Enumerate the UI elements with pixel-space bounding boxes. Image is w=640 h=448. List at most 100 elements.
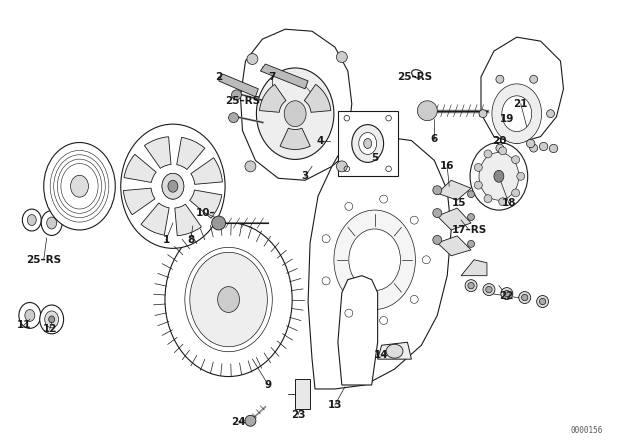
- Text: 20: 20: [492, 136, 506, 146]
- Text: 15: 15: [452, 198, 467, 208]
- Text: 11: 11: [17, 320, 31, 330]
- Text: 24: 24: [231, 417, 246, 427]
- Circle shape: [245, 415, 256, 426]
- Wedge shape: [191, 158, 223, 184]
- Ellipse shape: [49, 316, 54, 323]
- Polygon shape: [338, 111, 397, 177]
- Ellipse shape: [168, 180, 178, 192]
- Wedge shape: [124, 154, 156, 182]
- Ellipse shape: [364, 138, 372, 148]
- Polygon shape: [295, 379, 310, 409]
- Ellipse shape: [22, 209, 41, 231]
- Text: 18: 18: [502, 198, 516, 208]
- Text: 25–RS: 25–RS: [26, 255, 61, 265]
- Ellipse shape: [45, 311, 59, 328]
- Text: 12: 12: [42, 324, 57, 334]
- Circle shape: [504, 290, 510, 297]
- Ellipse shape: [19, 302, 41, 328]
- Circle shape: [499, 198, 507, 206]
- Text: 0000156: 0000156: [571, 426, 604, 435]
- Circle shape: [527, 139, 535, 148]
- Circle shape: [474, 181, 483, 189]
- Text: 10–: 10–: [196, 208, 216, 218]
- Text: 2: 2: [215, 72, 222, 82]
- Ellipse shape: [494, 170, 504, 182]
- Ellipse shape: [257, 68, 334, 159]
- Ellipse shape: [349, 229, 401, 291]
- Circle shape: [522, 294, 528, 301]
- Polygon shape: [437, 236, 471, 256]
- Ellipse shape: [502, 96, 532, 132]
- Ellipse shape: [44, 142, 115, 230]
- Circle shape: [468, 191, 474, 198]
- Circle shape: [245, 161, 256, 172]
- Circle shape: [484, 195, 492, 202]
- Circle shape: [468, 214, 474, 220]
- Circle shape: [474, 164, 483, 172]
- Circle shape: [486, 286, 492, 293]
- Ellipse shape: [334, 210, 415, 310]
- Polygon shape: [378, 342, 412, 359]
- Text: 25–RS: 25–RS: [225, 96, 260, 106]
- Polygon shape: [461, 260, 487, 276]
- Circle shape: [465, 280, 477, 292]
- Ellipse shape: [359, 133, 377, 155]
- Text: 9: 9: [265, 380, 272, 390]
- Circle shape: [483, 284, 495, 296]
- Circle shape: [499, 147, 507, 155]
- Text: 5: 5: [371, 153, 378, 164]
- Wedge shape: [189, 190, 222, 218]
- Polygon shape: [219, 74, 259, 97]
- Circle shape: [530, 75, 538, 83]
- Circle shape: [501, 288, 513, 300]
- Text: 4: 4: [316, 136, 324, 146]
- Circle shape: [547, 110, 554, 118]
- Text: 16: 16: [440, 161, 454, 171]
- Circle shape: [247, 54, 258, 65]
- Ellipse shape: [386, 344, 403, 358]
- Text: 23: 23: [291, 410, 305, 420]
- Circle shape: [337, 161, 348, 172]
- Polygon shape: [338, 276, 378, 385]
- Text: 25–RS: 25–RS: [397, 72, 432, 82]
- Text: 17–RS: 17–RS: [451, 225, 486, 235]
- Wedge shape: [175, 204, 202, 236]
- Polygon shape: [308, 137, 451, 389]
- Text: 19: 19: [500, 114, 514, 124]
- Circle shape: [433, 186, 442, 195]
- Wedge shape: [259, 84, 286, 112]
- Circle shape: [468, 241, 474, 247]
- Ellipse shape: [479, 152, 519, 200]
- Circle shape: [417, 101, 437, 121]
- Ellipse shape: [40, 305, 63, 334]
- Wedge shape: [145, 137, 171, 168]
- Wedge shape: [124, 188, 155, 215]
- Ellipse shape: [492, 84, 541, 143]
- Ellipse shape: [47, 217, 57, 229]
- Circle shape: [484, 150, 492, 158]
- Circle shape: [433, 236, 442, 244]
- Circle shape: [337, 52, 348, 63]
- Text: 7: 7: [269, 72, 276, 82]
- Ellipse shape: [25, 310, 35, 321]
- Circle shape: [540, 142, 548, 151]
- Circle shape: [228, 113, 239, 123]
- Polygon shape: [437, 180, 471, 200]
- Text: 22: 22: [500, 291, 514, 301]
- Polygon shape: [260, 64, 308, 89]
- Circle shape: [516, 172, 525, 180]
- Polygon shape: [437, 208, 471, 230]
- Circle shape: [540, 298, 546, 305]
- Ellipse shape: [162, 173, 184, 199]
- Text: 8: 8: [187, 235, 195, 245]
- Ellipse shape: [121, 124, 225, 248]
- Polygon shape: [241, 29, 352, 180]
- Text: 6: 6: [431, 134, 438, 143]
- Circle shape: [511, 189, 520, 197]
- Ellipse shape: [190, 252, 268, 347]
- Circle shape: [212, 216, 225, 230]
- Circle shape: [468, 282, 474, 289]
- Circle shape: [496, 75, 504, 83]
- Ellipse shape: [284, 101, 306, 127]
- Circle shape: [530, 144, 538, 152]
